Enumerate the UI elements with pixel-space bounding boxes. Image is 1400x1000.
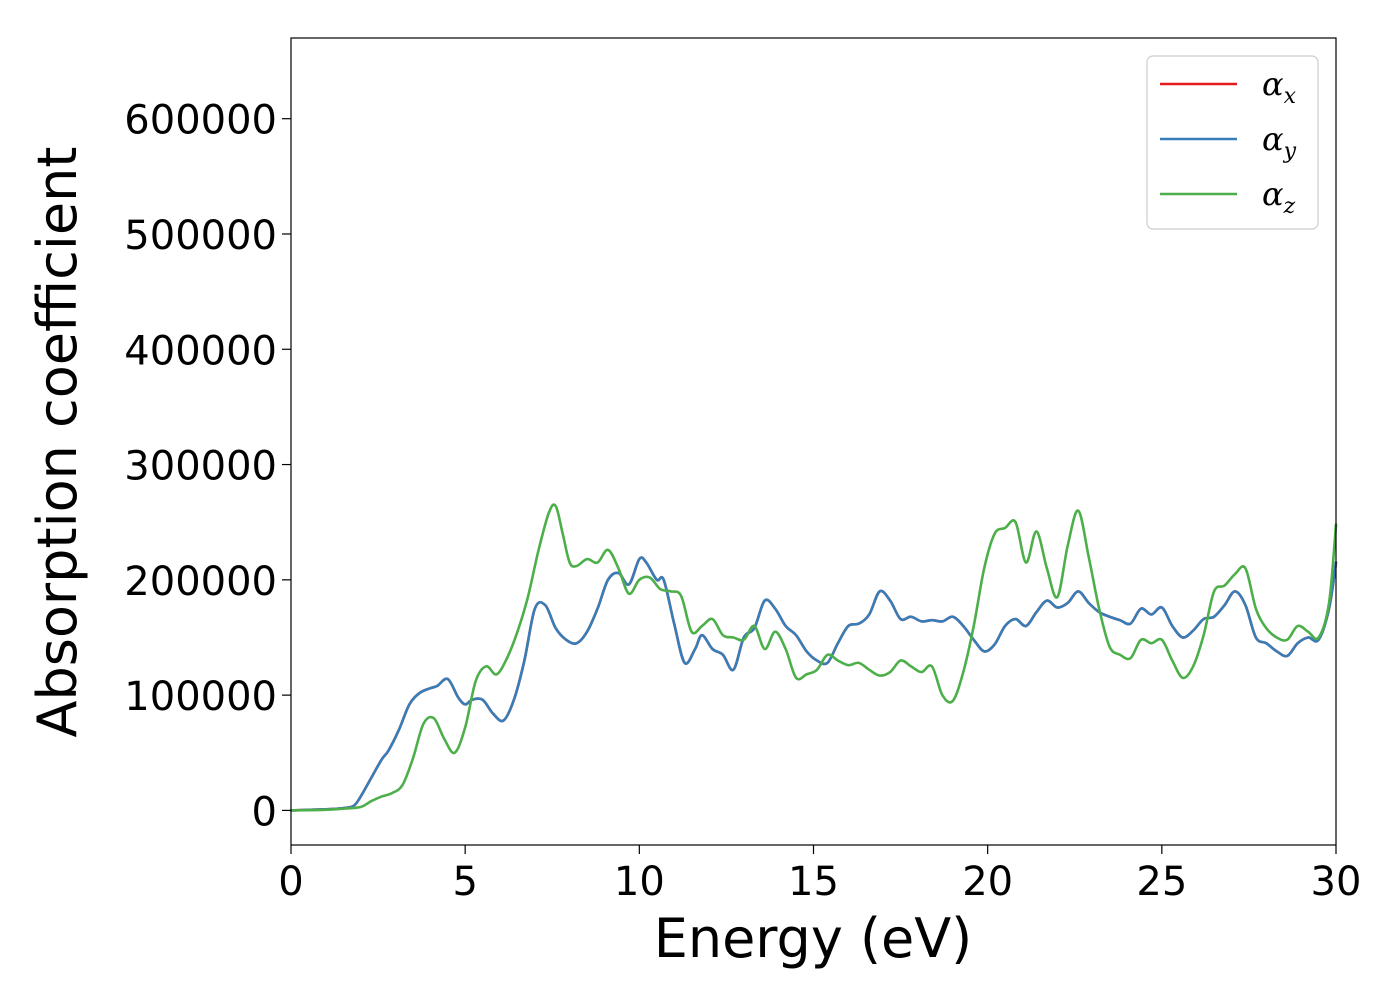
x-axis-label: Energy (eV) bbox=[654, 907, 973, 970]
legend-symbol: α bbox=[1262, 175, 1284, 213]
y-tick-label: 600000 bbox=[124, 98, 277, 144]
legend-symbol: α bbox=[1262, 120, 1284, 158]
x-tick-label: 30 bbox=[1311, 859, 1362, 905]
legend-box bbox=[1146, 55, 1319, 230]
legend-subscript: z bbox=[1283, 194, 1296, 219]
y-axis-ticks: 0 100000 200000 300000 400000 500000 600000 bbox=[124, 98, 291, 835]
y-tick-label: 500000 bbox=[124, 213, 277, 259]
x-tick-label: 25 bbox=[1136, 859, 1187, 905]
x-tick-label: 5 bbox=[452, 859, 477, 905]
x-tick-label: 15 bbox=[788, 859, 839, 905]
x-axis-ticks: 0 5 10 15 20 25 30 bbox=[278, 845, 1361, 905]
y-tick-label: 100000 bbox=[124, 674, 277, 720]
legend-subscript: y bbox=[1283, 139, 1297, 164]
x-tick-label: 10 bbox=[614, 859, 665, 905]
series-line-y bbox=[289, 556, 1338, 812]
y-tick-label: 0 bbox=[252, 789, 277, 835]
x-tick-label: 20 bbox=[962, 859, 1013, 905]
legend-label-y: αy bbox=[1262, 120, 1297, 164]
x-tick-label: 0 bbox=[278, 859, 303, 905]
y-tick-label: 300000 bbox=[124, 444, 277, 490]
series-line-z bbox=[289, 503, 1338, 812]
y-tick-label: 200000 bbox=[124, 559, 277, 605]
y-axis-label: Absorption coefficient bbox=[26, 147, 89, 738]
y-tick-label: 400000 bbox=[124, 328, 277, 374]
legend-label-x: αx bbox=[1262, 65, 1297, 109]
legend-symbol: α bbox=[1262, 65, 1284, 103]
legend-subscript: x bbox=[1284, 84, 1297, 109]
legend-label-z: αz bbox=[1262, 175, 1296, 219]
series-group bbox=[289, 503, 1338, 812]
